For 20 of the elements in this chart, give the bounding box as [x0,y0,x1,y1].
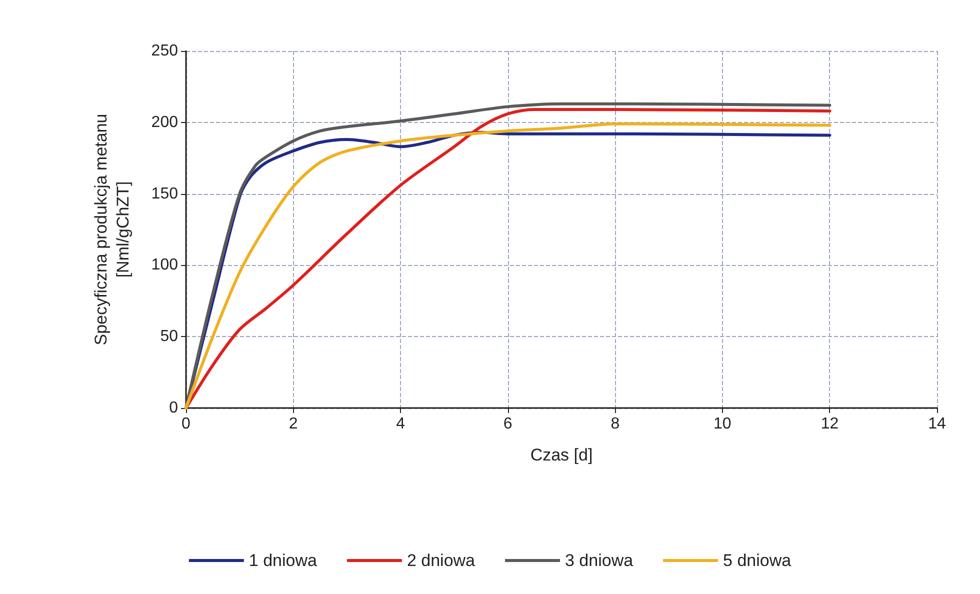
y-axis-title: Specyficzna produkcja metanu [Nml/gChZT] [92,114,132,346]
legend-label: 5 dniowa [723,551,792,570]
y-tick-label: 200 [151,114,178,131]
x-tick-label: 10 [714,416,732,432]
y-tick-label: 0 [169,400,178,416]
x-tick-label: 14 [928,416,946,432]
y-tick-label: 150 [151,185,178,202]
legend-label: 2 dniowa [406,551,476,570]
x-axis-title: Czas [d] [530,446,593,464]
x-tick-label: 8 [610,416,620,432]
y-tick-label: 250 [151,42,178,60]
legend-label: 1 dniowa [248,551,318,570]
legend-label: 3 dniowa [565,551,634,570]
x-tick-label: 0 [182,416,191,432]
x-tick-label: 12 [820,416,839,432]
x-tick-label: 4 [396,416,406,432]
x-tick-label: 6 [503,416,512,432]
x-tick-label: 2 [288,416,298,432]
y-tick-label: 100 [151,256,178,274]
y-tick-label: 50 [160,328,178,346]
